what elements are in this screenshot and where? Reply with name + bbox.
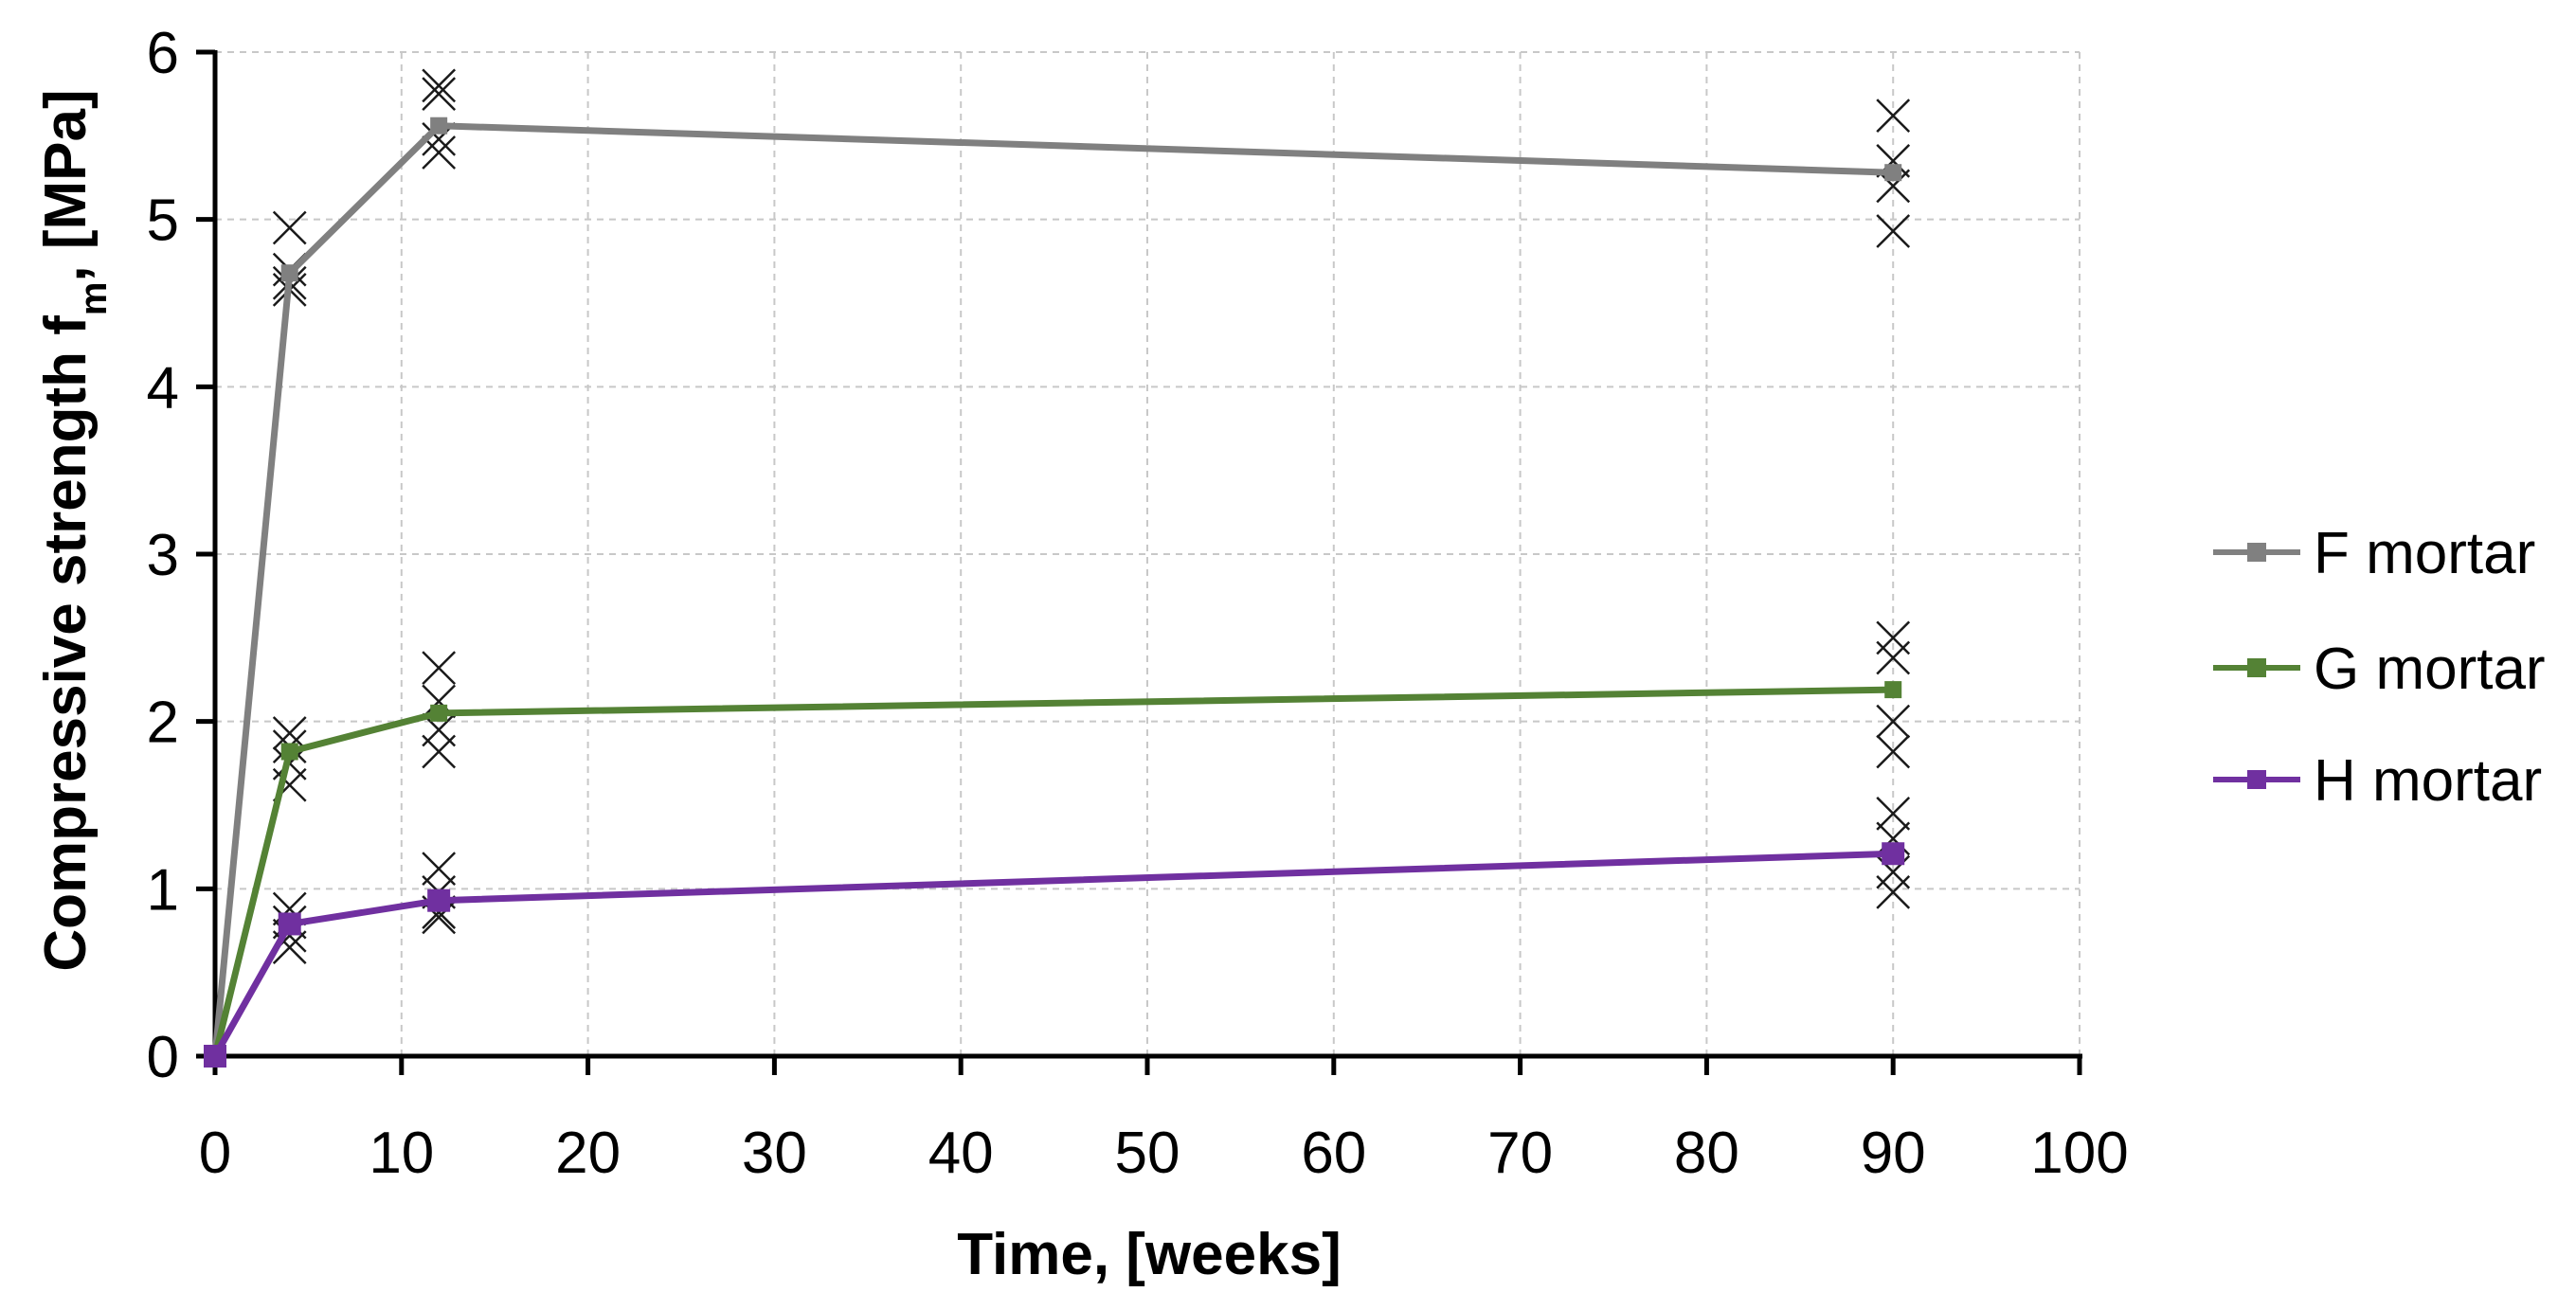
specimen-cross-stroke [422,734,457,769]
series-point-marker [430,704,448,722]
specimen-cross-marker [1876,704,1911,739]
specimen-cross-stroke [1876,169,1911,204]
series-point-marker [1884,681,1902,699]
specimen-cross-stroke [1876,640,1911,675]
y-tick-label: 0 [147,1025,179,1090]
x-axis-title: Time, [weeks] [957,1222,1341,1287]
y-tick-label: 2 [147,691,179,756]
specimen-cross-stroke [272,210,307,245]
y-axis-title: Compressive strength fm, [MPa] [33,89,115,971]
specimen-cross-marker [1876,734,1911,769]
specimen-cross-marker [1876,796,1911,831]
series-line-h [211,850,1894,1058]
specimen-cross-marker [422,77,457,112]
specimen-cross-marker [272,716,307,750]
specimen-cross-marker [1876,874,1911,909]
y-axis-title-main: Compressive strength f [33,315,99,972]
y-tick-label: 5 [147,188,179,254]
specimen-cross-marker [1876,99,1911,134]
series-line-f [211,122,1894,1057]
axes [196,49,2082,1075]
legend-entry-h: H mortar [2213,748,2542,814]
specimen-cross-stroke [1876,734,1911,769]
legend-marker-f [2247,543,2266,562]
specimen-cross-stroke [272,716,307,750]
legend-marker-h [2247,770,2266,789]
specimen-cross-marker [422,734,457,769]
legend-entry-g: G mortar [2213,637,2546,702]
gridlines [215,51,2081,1056]
y-tick-label: 6 [147,21,179,86]
legend-marker-g [2247,658,2266,677]
series-point-marker [427,888,451,912]
specimen-cross-stroke [422,852,457,887]
specimen-cross-marker [422,852,457,887]
specimen-cross-stroke [422,651,457,686]
x-tick-label: 10 [369,1121,434,1186]
x-tick-label: 30 [742,1121,807,1186]
series-point-marker [430,117,448,135]
specimen-cross-stroke [1876,99,1911,134]
x-tick-label: 70 [1487,1121,1553,1186]
legend: F mortar G mortar H mortar [2213,521,2546,814]
series [204,68,1911,1068]
specimen-cross-stroke [1876,874,1911,909]
series-point-marker [1884,164,1902,182]
specimen-cross-stroke [422,68,457,103]
legend-label-h: H mortar [2314,748,2542,814]
legend-label-f: F mortar [2314,521,2535,586]
specimen-cross-marker [1876,640,1911,675]
y-axis-title-subscript: m [73,282,115,316]
specimen-cross-stroke [1876,796,1911,831]
y-tick-label: 1 [147,857,179,923]
specimen-cross-marker [1876,214,1911,248]
x-tick-label: 0 [199,1121,231,1186]
y-axis-title-suffix: , [MPa] [33,89,99,281]
x-tick-label: 80 [1674,1121,1739,1186]
x-tick-label: 60 [1301,1121,1366,1186]
series-point-marker [280,743,298,761]
y-tick-label: 4 [147,355,179,421]
specimen-cross-stroke [272,930,307,965]
specimen-cross-marker [422,135,457,170]
specimen-cross-stroke [422,77,457,112]
specimen-cross-marker [422,651,457,686]
x-tick-label: 40 [928,1121,994,1186]
specimen-cross-stroke [1876,704,1911,739]
x-tick-label: 50 [1115,1121,1180,1186]
y-tick-label: 3 [147,523,179,588]
legend-entry-f: F mortar [2213,521,2535,586]
series-line-g [211,686,1894,1057]
specimen-cross-marker [272,210,307,245]
x-tick-label: 90 [1861,1121,1926,1186]
x-tick-label: 100 [2030,1121,2128,1186]
series-point-marker [1882,842,1905,866]
specimen-cross-marker [422,68,457,103]
x-tick-label: 20 [555,1121,621,1186]
specimen-cross-stroke [422,684,457,719]
specimen-cross-stroke [422,135,457,170]
series-point-marker [204,1045,226,1068]
series-point-marker [280,264,298,282]
legend-label-g: G mortar [2314,637,2546,702]
specimen-cross-stroke [1876,214,1911,248]
series-point-marker [278,912,301,936]
